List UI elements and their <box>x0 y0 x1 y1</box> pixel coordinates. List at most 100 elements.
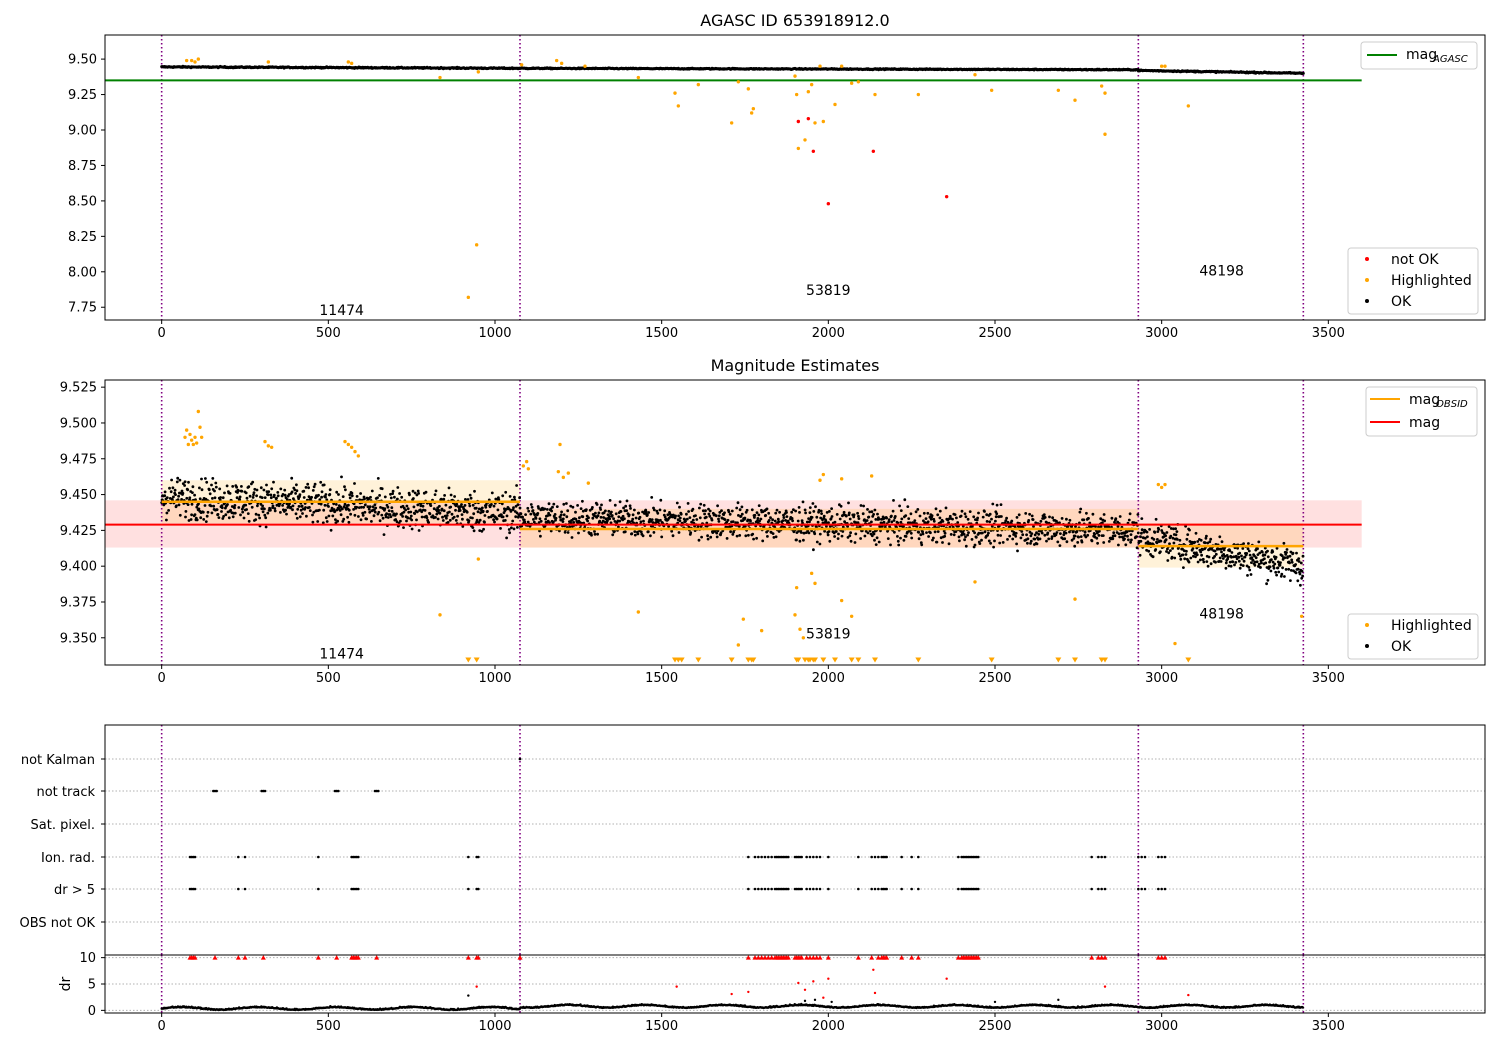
ok-point <box>171 486 175 490</box>
ok-point <box>1153 531 1157 534</box>
ok-point <box>1186 533 1190 536</box>
ok-point <box>313 482 317 486</box>
ok-point <box>660 535 664 539</box>
ok-point <box>764 514 768 517</box>
ok-point <box>344 488 347 492</box>
highlighted-point <box>1173 641 1177 646</box>
highlighted-point <box>751 107 756 111</box>
ok-point <box>448 518 452 522</box>
legend-mag-obsid-subscript: OBSID <box>1436 399 1468 410</box>
ok-point <box>917 530 921 534</box>
ok-point <box>830 515 834 518</box>
ok-point <box>384 515 388 519</box>
ok-point <box>885 516 888 520</box>
ok-point <box>1006 538 1009 541</box>
ok-point <box>495 517 499 521</box>
obsid-label: 53819 <box>806 283 851 299</box>
ok-point <box>227 516 231 520</box>
ok-point <box>930 514 934 517</box>
legend-highlighted-2: Highlighted <box>1391 618 1472 634</box>
ok-point <box>415 510 419 514</box>
ok-point <box>623 530 627 534</box>
flag-point <box>763 887 767 891</box>
highlighted-point <box>1103 132 1107 136</box>
flag-point <box>477 887 480 891</box>
highlighted-point <box>794 92 799 97</box>
ok-point <box>348 493 352 497</box>
x-tick-label: 0 <box>158 671 166 686</box>
ok-point <box>311 520 315 524</box>
ok-point <box>902 538 906 542</box>
ok-point <box>1015 542 1018 546</box>
ok-point <box>175 480 179 484</box>
ok-point <box>987 531 990 535</box>
ok-point <box>799 531 803 534</box>
ok-point <box>1128 512 1132 516</box>
ok-point <box>1072 537 1076 540</box>
flag-point <box>812 887 815 891</box>
ok-point <box>271 504 275 508</box>
ok-point <box>607 515 611 518</box>
ok-point <box>1208 540 1212 544</box>
ok-point <box>1234 561 1238 564</box>
ok-point <box>624 504 628 508</box>
x-tick-label: 3000 <box>1145 326 1178 341</box>
ok-point <box>1079 507 1083 511</box>
ok-point <box>515 484 518 487</box>
ok-point <box>983 530 987 534</box>
ok-point <box>972 515 976 519</box>
not-ok-point <box>796 119 801 124</box>
ok-point <box>409 514 413 518</box>
ok-point <box>614 512 618 516</box>
ok-point <box>771 532 775 535</box>
ok-point <box>482 527 485 531</box>
ok-point <box>785 511 788 514</box>
ok-point <box>180 498 184 501</box>
flag-point <box>827 887 830 891</box>
ok-point <box>191 485 195 489</box>
ok-point <box>409 510 413 514</box>
ok-point <box>291 504 295 508</box>
ok-point <box>486 510 489 513</box>
highlighted-point <box>1056 88 1061 92</box>
ok-point <box>1218 535 1222 539</box>
flag-point <box>877 855 880 859</box>
ok-point <box>539 519 543 523</box>
x-tick-label: 2000 <box>812 326 845 341</box>
ok-point <box>987 539 991 543</box>
ok-point <box>1229 564 1233 568</box>
ok-point <box>260 496 264 499</box>
ok-point <box>516 503 520 507</box>
flag-point <box>910 887 913 891</box>
ok-point <box>402 526 405 529</box>
ok-point <box>214 481 218 485</box>
magnitude-estimates-panel: Magnitude Estimates 0 500 1000 1500 2000 2500… <box>60 356 1486 686</box>
ok-point <box>837 532 840 536</box>
legend-ok-2: OK <box>1391 639 1412 655</box>
y-tick-label: 7.75 <box>68 301 97 316</box>
flag-point <box>377 789 380 793</box>
ok-point <box>608 499 612 502</box>
ok-point <box>812 548 815 552</box>
ok-point <box>463 504 467 507</box>
ok-point <box>1139 539 1143 543</box>
ok-point <box>627 513 631 517</box>
ok-point <box>633 533 637 537</box>
ok-point <box>333 509 337 513</box>
ok-point <box>889 543 892 547</box>
ok-point <box>244 503 248 507</box>
ok-point <box>964 515 968 519</box>
ok-point <box>631 517 635 521</box>
flag-point <box>885 855 888 859</box>
below-range-marker <box>872 657 878 663</box>
ok-point <box>373 510 377 514</box>
y-tick-label: 9.475 <box>60 452 97 467</box>
ok-point <box>891 509 895 513</box>
legend-mag-subscript: AGASC <box>1432 54 1468 65</box>
ok-point <box>269 493 273 497</box>
ok-point <box>188 496 192 500</box>
ok-point <box>656 511 660 515</box>
ok-point <box>717 514 721 518</box>
ok-point <box>1047 537 1051 541</box>
ok-point <box>460 503 463 506</box>
